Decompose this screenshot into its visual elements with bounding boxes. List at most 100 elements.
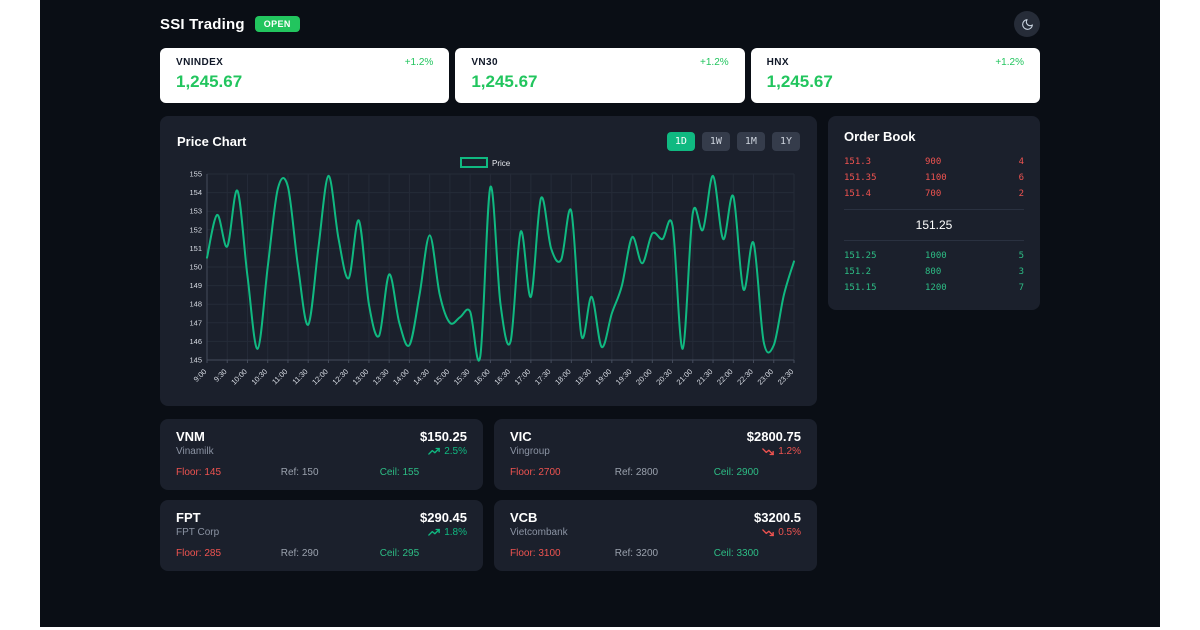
order-book-last-price: 151.25 xyxy=(844,209,1024,241)
index-cards-row: VNINDEX +1.2% 1,245.67 VN30 +1.2% 1,245.67 HNX… xyxy=(160,48,1040,103)
x-axis-label: 13:30 xyxy=(371,367,391,387)
x-axis-label: 14:30 xyxy=(411,367,431,387)
order-price: 151.2 xyxy=(844,267,872,277)
stock-change: 1.8% xyxy=(428,527,467,538)
order-volume: 1000 xyxy=(925,251,947,261)
order-count: 5 xyxy=(1018,251,1024,261)
y-axis-label: 154 xyxy=(189,188,202,197)
stock-change: 2.5% xyxy=(428,446,467,457)
stock-ref: Ref: 2800 xyxy=(614,467,659,478)
x-axis-label: 23:30 xyxy=(776,367,796,387)
order-price: 151.35 xyxy=(844,173,877,183)
chart-panel-header: Price Chart 1D 1W 1M 1Y xyxy=(177,130,800,152)
trending-down-icon xyxy=(762,448,775,456)
market-status-badge: OPEN xyxy=(254,16,300,32)
index-card-vn30: VN30 +1.2% 1,245.67 xyxy=(455,48,745,103)
stock-ref: Ref: 290 xyxy=(280,548,319,559)
theme-toggle-button[interactable] xyxy=(1014,11,1040,37)
stock-company: Vinamilk xyxy=(176,446,214,457)
trending-down-icon xyxy=(762,529,775,537)
index-card-hnx: HNX +1.2% 1,245.67 xyxy=(750,48,1040,103)
stock-card-vnm[interactable]: VNM $150.25 Vinamilk 2.5% Floor: 145 Ref: 150… xyxy=(160,419,483,490)
y-axis-label: 148 xyxy=(189,300,202,309)
legend-label: Price xyxy=(492,159,511,168)
stock-company: Vietcombank xyxy=(510,527,568,538)
stock-floor: Floor: 285 xyxy=(176,548,222,559)
index-card-vnindex: VNINDEX +1.2% 1,245.67 xyxy=(160,48,450,103)
order-book-ask-row[interactable]: 151.35 1100 6 xyxy=(844,170,1024,186)
range-buttons: 1D 1W 1M 1Y xyxy=(666,131,800,151)
order-count: 7 xyxy=(1018,283,1024,293)
stock-cards-grid: VNM $150.25 Vinamilk 2.5% Floor: 145 Ref: 150… xyxy=(160,419,817,571)
stock-card-vic[interactable]: VIC $2800.75 Vingroup 1.2% Floor: 2700 Ref: 2… xyxy=(494,419,817,490)
index-card-top: VN30 +1.2% xyxy=(471,57,728,68)
stock-card-limits: Floor: 3100 Ref: 3200 Ceil: 3300 xyxy=(510,548,801,559)
stock-symbol: VNM xyxy=(176,429,205,444)
stock-change: 1.2% xyxy=(762,446,801,457)
stock-symbol: FPT xyxy=(176,510,201,525)
order-price: 151.25 xyxy=(844,251,877,261)
main-container: SSI Trading OPEN VNINDEX +1.2% 1,245.67 VN3… xyxy=(160,0,1040,571)
order-book-bid-row[interactable]: 151.2 800 3 xyxy=(844,264,1024,280)
range-button-1y[interactable]: 1Y xyxy=(771,131,800,151)
stock-card-limits: Floor: 145 Ref: 150 Ceil: 155 xyxy=(176,467,467,478)
stock-floor: Floor: 3100 xyxy=(510,548,561,559)
range-button-1w[interactable]: 1W xyxy=(701,131,730,151)
order-count: 4 xyxy=(1018,157,1024,167)
stock-card-row1: FPT $290.45 xyxy=(176,510,467,525)
y-axis-label: 146 xyxy=(189,337,202,346)
x-axis-label: 15:30 xyxy=(452,367,472,387)
x-axis-label: 17:00 xyxy=(513,367,533,387)
stock-card-row2: Vinamilk 2.5% xyxy=(176,446,467,457)
index-name: HNX xyxy=(766,57,789,68)
order-volume: 1200 xyxy=(925,283,947,293)
stock-ref: Ref: 150 xyxy=(280,467,319,478)
x-axis-label: 18:00 xyxy=(553,367,573,387)
x-axis-label: 20:30 xyxy=(654,367,674,387)
app-header: SSI Trading OPEN xyxy=(160,10,1040,38)
stock-ceil: Ceil: 3300 xyxy=(713,548,759,559)
y-axis-label: 155 xyxy=(189,170,202,179)
order-price: 151.15 xyxy=(844,283,877,293)
x-axis-label: 22:00 xyxy=(715,367,735,387)
stock-symbol: VCB xyxy=(510,510,538,525)
chart-title: Price Chart xyxy=(177,133,247,149)
price-line-series xyxy=(206,174,795,362)
index-name: VN30 xyxy=(471,57,498,68)
order-price: 151.4 xyxy=(844,189,872,199)
x-axis-label: 10:30 xyxy=(249,367,269,387)
stock-card-vcb[interactable]: VCB $3200.5 Vietcombank 0.5% Floor: 3100 Ref:… xyxy=(494,500,817,571)
stock-card-limits: Floor: 285 Ref: 290 Ceil: 295 xyxy=(176,548,467,559)
stock-ceil: Ceil: 155 xyxy=(379,467,420,478)
stock-price: $150.25 xyxy=(420,429,467,444)
range-button-1d[interactable]: 1D xyxy=(666,131,695,151)
x-axis-label: 9:00 xyxy=(192,367,209,384)
stock-card-row2: FPT Corp 1.8% xyxy=(176,527,467,538)
stock-ceil: Ceil: 295 xyxy=(379,548,420,559)
range-button-1m[interactable]: 1M xyxy=(736,131,765,151)
order-book-ask-row[interactable]: 151.4 700 2 xyxy=(844,186,1024,202)
order-book-bid-row[interactable]: 151.15 1200 7 xyxy=(844,280,1024,296)
stock-card-row1: VNM $150.25 xyxy=(176,429,467,444)
index-change: +1.2% xyxy=(995,57,1024,68)
order-book-bid-row[interactable]: 151.25 1000 5 xyxy=(844,248,1024,264)
stock-floor: Floor: 145 xyxy=(176,467,222,478)
price-line-chart: 145 146 147 148 149 150 151 152 153 154 155 9:00 9:3… xyxy=(189,157,796,387)
order-volume: 700 xyxy=(925,189,942,199)
index-change: +1.2% xyxy=(700,57,729,68)
stock-company: FPT Corp xyxy=(176,527,220,538)
order-count: 2 xyxy=(1018,189,1024,199)
x-axis-label: 12:30 xyxy=(330,367,350,387)
y-axis-label: 145 xyxy=(189,356,202,365)
order-book-ask-row[interactable]: 151.3 900 4 xyxy=(844,154,1024,170)
order-book-title: Order Book xyxy=(844,129,916,144)
index-value: 1,245.67 xyxy=(766,72,833,91)
app-background: SSI Trading OPEN VNINDEX +1.2% 1,245.67 VN3… xyxy=(40,0,1160,627)
stock-change: 0.5% xyxy=(762,527,801,538)
order-book-panel: Order Book 151.3 900 4 151.35 1100 6 151.4 700 2… xyxy=(828,116,1040,310)
stock-price: $290.45 xyxy=(420,510,467,525)
stock-floor: Floor: 2700 xyxy=(510,467,561,478)
moon-icon xyxy=(1021,18,1033,30)
stock-price: $3200.5 xyxy=(754,510,801,525)
stock-card-fpt[interactable]: FPT $290.45 FPT Corp 1.8% Floor: 285 Ref: 290… xyxy=(160,500,483,571)
